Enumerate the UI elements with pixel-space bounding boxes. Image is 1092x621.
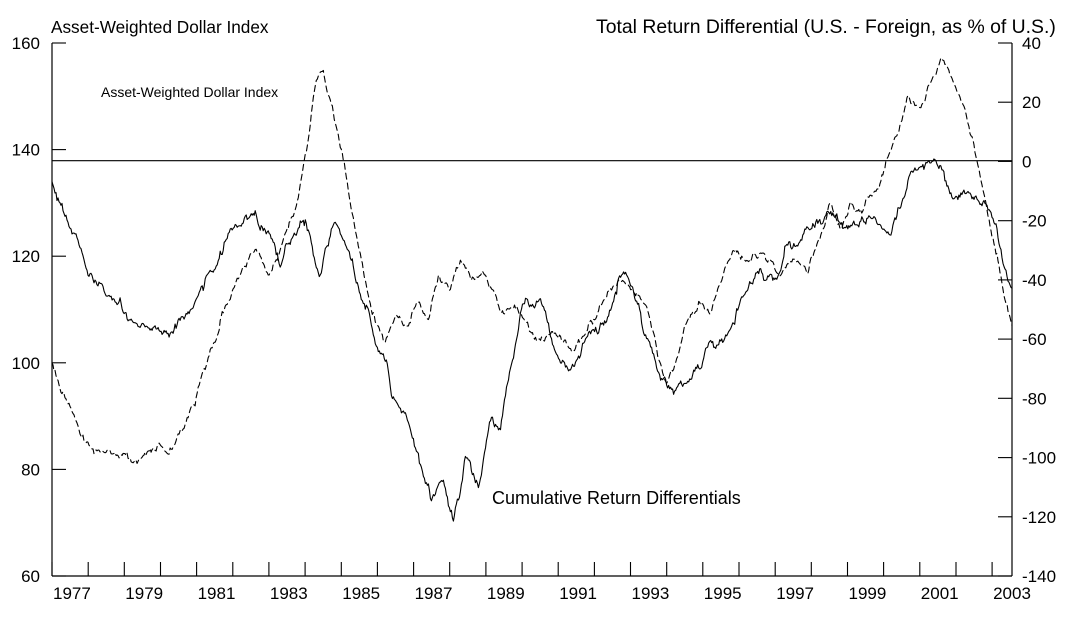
svg-text:Total Return Differential (U.S: Total Return Differential (U.S. - Foreig… bbox=[596, 16, 1056, 38]
svg-text:100: 100 bbox=[12, 354, 40, 373]
svg-text:20: 20 bbox=[1022, 93, 1041, 112]
svg-text:1979: 1979 bbox=[125, 584, 163, 603]
svg-text:1999: 1999 bbox=[849, 584, 887, 603]
svg-text:1993: 1993 bbox=[632, 584, 670, 603]
svg-text:80: 80 bbox=[21, 460, 40, 479]
svg-text:1985: 1985 bbox=[342, 584, 380, 603]
svg-text:-100: -100 bbox=[1022, 449, 1056, 468]
svg-text:-60: -60 bbox=[1022, 330, 1047, 349]
svg-text:2001: 2001 bbox=[921, 584, 959, 603]
svg-text:Asset-Weighted Dollar Index: Asset-Weighted Dollar Index bbox=[101, 84, 278, 100]
svg-text:Asset-Weighted Dollar Index: Asset-Weighted Dollar Index bbox=[51, 17, 269, 37]
svg-text:60: 60 bbox=[21, 567, 40, 586]
svg-text:0: 0 bbox=[1022, 152, 1031, 171]
svg-text:1981: 1981 bbox=[198, 584, 236, 603]
svg-text:40: 40 bbox=[1022, 34, 1041, 53]
svg-text:1989: 1989 bbox=[487, 584, 525, 603]
svg-text:-20: -20 bbox=[1022, 212, 1047, 231]
svg-text:1987: 1987 bbox=[415, 584, 453, 603]
svg-text:-40: -40 bbox=[1022, 271, 1047, 290]
svg-text:-120: -120 bbox=[1022, 508, 1056, 527]
svg-text:1995: 1995 bbox=[704, 584, 742, 603]
svg-text:1983: 1983 bbox=[270, 584, 308, 603]
svg-text:160: 160 bbox=[12, 34, 40, 53]
svg-text:120: 120 bbox=[12, 247, 40, 266]
svg-text:-80: -80 bbox=[1022, 389, 1047, 408]
svg-text:2003: 2003 bbox=[993, 584, 1031, 603]
svg-text:Cumulative Return Differential: Cumulative Return Differentials bbox=[492, 488, 741, 508]
svg-text:1991: 1991 bbox=[559, 584, 597, 603]
svg-text:1977: 1977 bbox=[53, 584, 91, 603]
svg-text:1997: 1997 bbox=[776, 584, 814, 603]
svg-text:140: 140 bbox=[12, 141, 40, 160]
